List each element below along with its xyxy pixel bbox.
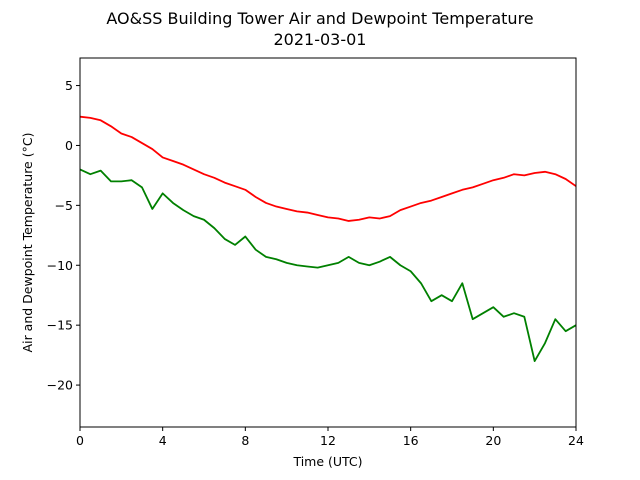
x-tick-label: 8 xyxy=(241,433,249,448)
x-axis-label: Time (UTC) xyxy=(292,454,362,469)
y-axis-label: Air and Dewpoint Temperature (°C) xyxy=(20,133,35,353)
y-tick-label: −15 xyxy=(47,318,73,333)
series-layer xyxy=(79,115,577,363)
x-tick-label: 16 xyxy=(403,433,419,448)
x-tick-label: 0 xyxy=(76,433,84,448)
x-tick-label: 4 xyxy=(159,433,167,448)
y-axis: 5 0 −5 −10 −15 −20 xyxy=(47,78,80,393)
y-tick-label: 5 xyxy=(65,78,73,93)
y-tick-label: −5 xyxy=(55,198,73,213)
x-axis: 0 4 8 12 16 20 24 xyxy=(76,427,584,448)
series-line-2 xyxy=(79,168,577,363)
x-tick-label: 20 xyxy=(485,433,501,448)
series-line-1 xyxy=(79,115,577,222)
y-tick-label: −20 xyxy=(47,378,73,393)
x-tick-label: 12 xyxy=(320,433,336,448)
chart-title: AO&SS Building Tower Air and Dewpoint Te… xyxy=(106,9,533,28)
x-tick-label: 24 xyxy=(568,433,584,448)
chart-subtitle: 2021-03-01 xyxy=(274,30,367,49)
y-tick-label: 0 xyxy=(65,138,73,153)
y-tick-label: −10 xyxy=(47,258,73,273)
